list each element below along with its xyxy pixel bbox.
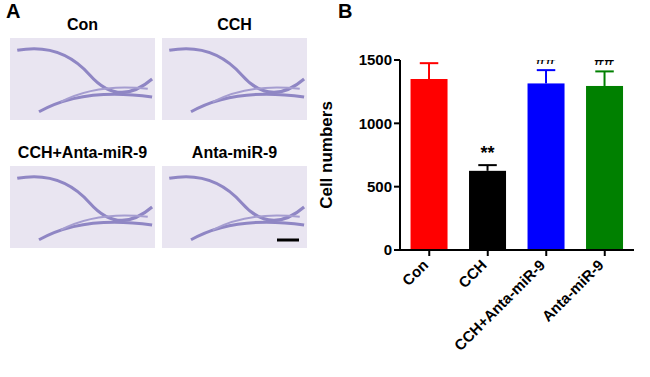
svg-text:500: 500	[367, 178, 392, 195]
svg-text:1500: 1500	[359, 51, 392, 68]
svg-text:Con: Con	[399, 256, 432, 289]
html-text:Con: Con	[66, 16, 98, 33]
svg-text:**: **	[481, 143, 495, 163]
html-text:Anta-miR-9: Anta-miR-9	[191, 144, 278, 161]
svg-text:CCH: CCH	[455, 256, 490, 291]
svg-text:CCH+Anta-miR-9: CCH+Anta-miR-9	[451, 256, 549, 354]
svg-text:0: 0	[384, 241, 392, 258]
html-text:CCH: CCH	[217, 16, 252, 33]
html-text:CCH+Anta-miR-9: CCH+Anta-miR-9	[17, 144, 148, 161]
svg-text:1000: 1000	[359, 115, 392, 132]
html-text:A: A	[6, 0, 21, 22]
html-text:B: B	[338, 0, 353, 22]
svg-text:Cell numbers: Cell numbers	[318, 101, 336, 209]
svg-text:##: ##	[536, 60, 556, 68]
svg-text:Anta-miR-9: Anta-miR-9	[538, 256, 607, 325]
svg-text:##: ##	[595, 60, 615, 69]
